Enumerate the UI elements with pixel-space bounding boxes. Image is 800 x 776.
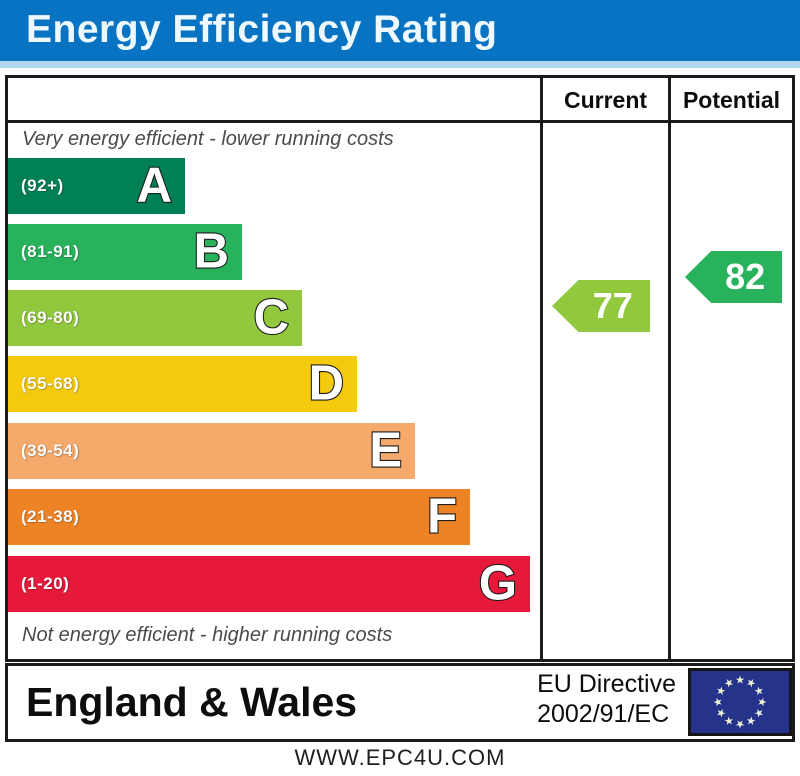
eu-directive-line1: EU Directive (537, 670, 676, 698)
footer-bar: England & Wales EU Directive 2002/91/EC … (5, 663, 795, 742)
potential-rating-arrow: 82 (685, 251, 782, 303)
page-title: Energy Efficiency Rating (26, 8, 498, 51)
band-a-letter: A (135, 158, 173, 213)
eu-directive-label: EU Directive 2002/91/EC (537, 669, 676, 729)
band-f-range: (21-38) (21, 507, 80, 526)
band-g-letter: G (478, 556, 518, 611)
eu-flag-star-icon: ★ (735, 717, 745, 730)
caption-very-efficient: Very energy efficient - lower running co… (22, 128, 394, 150)
band-b: (81-91) B (8, 224, 242, 280)
eu-flag-star-icon: ★ (735, 674, 745, 687)
band-g-range: (1-20) (21, 574, 70, 593)
region-label: England & Wales (26, 679, 358, 725)
band-d-letter: D (307, 356, 345, 411)
eu-flag-icon: ★ ★ ★ ★ ★ ★ ★ ★ ★ ★ ★ ★ (688, 668, 792, 736)
column-divider-potential (668, 78, 671, 659)
title-bar: Energy Efficiency Rating (0, 0, 800, 61)
title-underline (0, 61, 800, 68)
current-rating-value: 77 (592, 285, 633, 326)
header-divider (8, 120, 792, 123)
website-label: WWW.EPC4U.COM (294, 745, 506, 770)
band-e-range: (39-54) (21, 441, 80, 460)
current-rating-arrow: 77 (552, 280, 650, 332)
band-a-range: (92+) (21, 176, 64, 195)
band-f-letter: F (426, 489, 458, 544)
eu-directive-line2: 2002/91/EC (537, 700, 670, 728)
caption-not-efficient: Not energy efficient - higher running co… (22, 624, 393, 646)
column-divider-current (540, 78, 543, 659)
band-c-letter: C (252, 290, 290, 345)
band-c: (69-80) C (8, 290, 302, 346)
band-d-range: (55-68) (21, 374, 80, 393)
band-f: (21-38) F (8, 489, 470, 545)
band-b-letter: B (192, 224, 230, 279)
band-a: (92+) A (8, 158, 185, 214)
band-c-range: (69-80) (21, 308, 80, 327)
band-g: (1-20) G (8, 556, 530, 612)
potential-rating-value: 82 (725, 256, 766, 297)
column-header-current: Current (563, 87, 648, 113)
column-header-potential: Potential (682, 87, 781, 113)
band-e: (39-54) E (8, 423, 415, 479)
rating-table: Current Potential Very energy efficient … (5, 75, 795, 662)
band-b-range: (81-91) (21, 242, 80, 261)
band-e-letter: E (368, 423, 403, 478)
eu-flag-star-icon: ★ (712, 697, 725, 707)
band-d: (55-68) D (8, 356, 357, 412)
